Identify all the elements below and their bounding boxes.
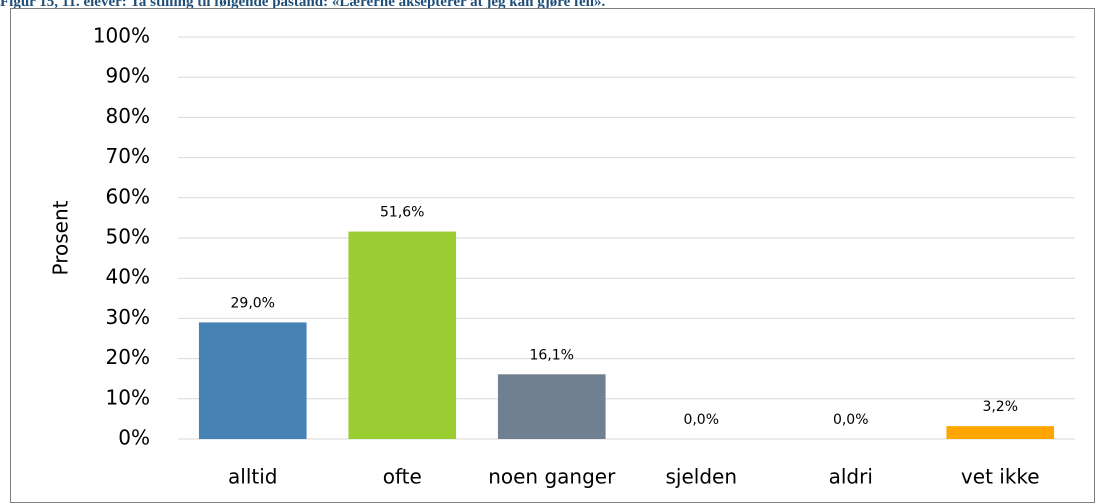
bar: [348, 231, 457, 439]
y-tick-label: 10%: [106, 385, 150, 409]
data-label: 16,1%: [530, 347, 574, 363]
chart-title: Figur 15, 11. elever: Ta stilling til fø…: [0, 0, 605, 10]
data-label: 0,0%: [683, 412, 719, 428]
y-tick-label: 0%: [118, 426, 150, 450]
y-tick-label: 40%: [106, 265, 150, 289]
y-tick-label: 30%: [106, 305, 150, 329]
x-tick-label: noen ganger: [488, 465, 616, 489]
bar: [946, 426, 1055, 439]
x-tick-label: ofte: [383, 465, 422, 489]
x-tick-label: alltid: [228, 465, 277, 489]
data-label: 3,2%: [982, 399, 1018, 415]
y-tick-label: 50%: [106, 225, 150, 249]
y-tick-label: 60%: [106, 184, 150, 208]
data-label: 0,0%: [833, 412, 869, 428]
y-axis-label: Prosent: [49, 200, 73, 275]
bar: [198, 322, 307, 439]
x-tick-label: sjelden: [665, 465, 737, 489]
data-label: 51,6%: [380, 205, 424, 221]
bar: [497, 374, 606, 439]
data-label: 29,0%: [231, 295, 275, 311]
y-tick-label: 100%: [93, 24, 150, 48]
x-tick-label: aldri: [829, 465, 873, 489]
y-tick-label: 80%: [106, 104, 150, 128]
y-tick-label: 70%: [106, 144, 150, 168]
y-tick-label: 20%: [106, 345, 150, 369]
x-tick-label: vet ikke: [961, 465, 1040, 489]
y-tick-label: 90%: [106, 64, 150, 88]
chart-border: [10, 8, 1095, 503]
